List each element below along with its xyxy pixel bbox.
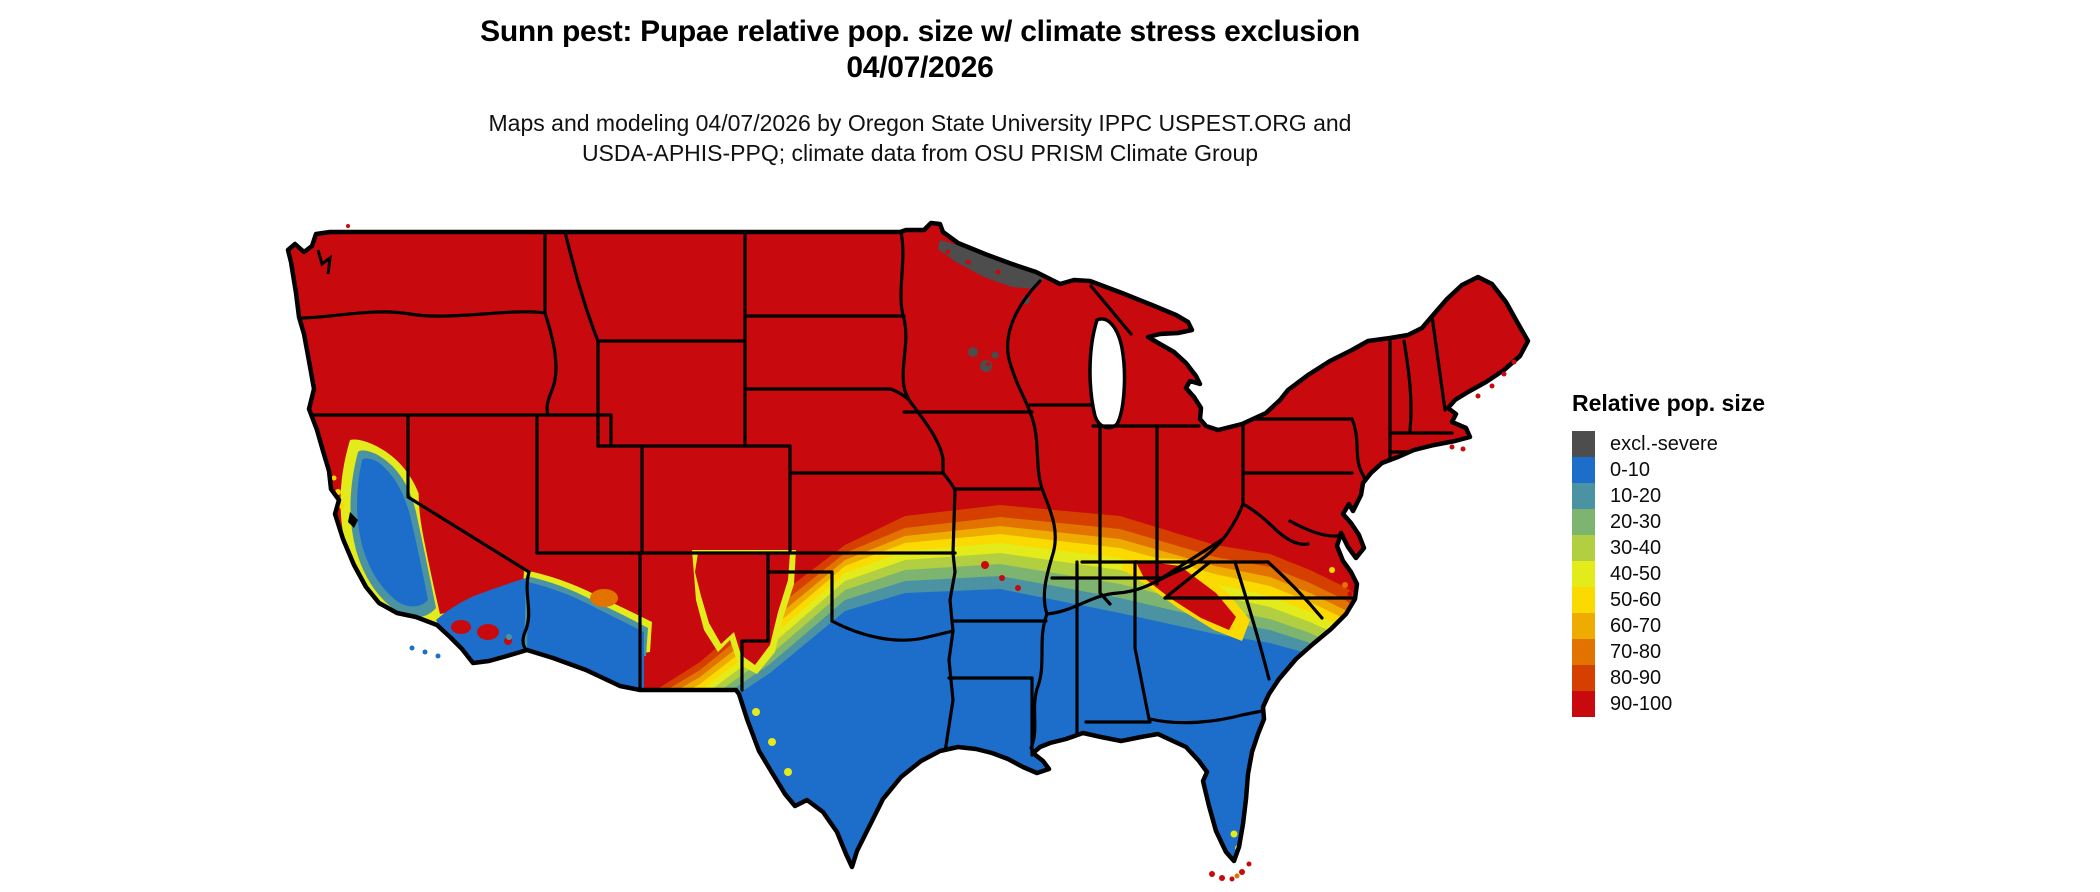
legend-item-0-10: 0-10 xyxy=(1572,457,1832,483)
legend-item-80-90: 80-90 xyxy=(1572,665,1832,691)
legend-label: 0-10 xyxy=(1610,459,1651,481)
california-valley-blue xyxy=(357,458,428,607)
transverse-range-red-patches xyxy=(451,620,512,645)
maine-coast-island-dots xyxy=(1475,359,1517,399)
legend-swatch xyxy=(1572,431,1595,457)
lake-michigan xyxy=(1088,317,1127,430)
legend-swatch xyxy=(1572,483,1595,509)
legend-item-excl-severe: excl.-severe xyxy=(1572,431,1832,457)
ozark-speckles xyxy=(981,561,1021,591)
legend-item-90-100: 90-100 xyxy=(1572,691,1832,717)
gray-region-red-speckles xyxy=(945,249,1001,366)
legend-swatch xyxy=(1572,509,1595,535)
legend-label: 30-40 xyxy=(1610,537,1662,559)
legend-item-10-20: 10-20 xyxy=(1572,483,1832,509)
arizona-orange-patch xyxy=(590,589,618,607)
subtitle: Maps and modeling 04/07/2026 by Oregon S… xyxy=(0,108,1840,168)
map-legend: Relative pop. size excl.-severe 0-10 10-… xyxy=(1572,390,1832,717)
subtitle-line-1: Maps and modeling 04/07/2026 by Oregon S… xyxy=(488,110,1352,136)
channel-island-dots xyxy=(409,645,441,659)
puget-sound-inlets xyxy=(316,249,332,275)
page-title: Sunn pest: Pupae relative pop. size w/ c… xyxy=(0,14,1840,86)
legend-item-20-30: 20-30 xyxy=(1572,509,1832,535)
legend-label: 10-20 xyxy=(1610,485,1662,507)
legend-swatch xyxy=(1572,561,1595,587)
massachusetts-island-dots xyxy=(1449,444,1466,452)
arizona-desert-blue xyxy=(527,582,644,690)
legend-swatch xyxy=(1572,665,1595,691)
legend-swatch xyxy=(1572,457,1595,483)
legend-title: Relative pop. size xyxy=(1572,390,1766,416)
state-border-lines xyxy=(288,230,1454,757)
legend-label: 50-60 xyxy=(1610,589,1662,611)
legend-item-40-50: 40-50 xyxy=(1572,561,1832,587)
legend-swatch xyxy=(1572,691,1595,717)
legend-swatch xyxy=(1572,587,1595,613)
title-line-2: 04/07/2026 xyxy=(846,51,994,84)
legend-label: 60-70 xyxy=(1610,615,1662,637)
legend-swatch xyxy=(1572,639,1595,665)
washington-border-dot xyxy=(346,224,350,228)
west-texas-red-tongue xyxy=(695,553,790,665)
great-lakes xyxy=(1088,317,1127,430)
legend-item-70-80: 70-80 xyxy=(1572,639,1832,665)
sierra-red-strip xyxy=(418,478,452,614)
legend-label: 90-100 xyxy=(1610,693,1673,715)
legend-label: 20-30 xyxy=(1610,511,1662,533)
legend-label: 80-90 xyxy=(1610,667,1662,689)
rio-grande-speckles xyxy=(752,708,792,776)
legend-swatch xyxy=(1572,613,1595,639)
legend-label: 40-50 xyxy=(1610,563,1662,585)
legend-item-30-40: 30-40 xyxy=(1572,535,1832,561)
legend-item-60-70: 60-70 xyxy=(1572,613,1832,639)
legend-label: excl.-severe xyxy=(1610,433,1718,455)
subtitle-line-2: USDA-APHIS-PPQ; climate data from OSU PR… xyxy=(581,140,1259,166)
san-francisco-bay xyxy=(348,512,358,528)
title-line-1: Sunn pest: Pupae relative pop. size w/ c… xyxy=(480,15,1360,48)
legend-item-50-60: 50-60 xyxy=(1572,587,1832,613)
outer-banks-dots xyxy=(1329,567,1353,597)
legend-swatch xyxy=(1572,535,1595,561)
florida-keys-orange-dot xyxy=(1234,873,1240,879)
legend-label: 70-80 xyxy=(1610,641,1662,663)
florida-keys-dots xyxy=(1209,861,1252,882)
salton-sea-dot xyxy=(506,634,512,640)
